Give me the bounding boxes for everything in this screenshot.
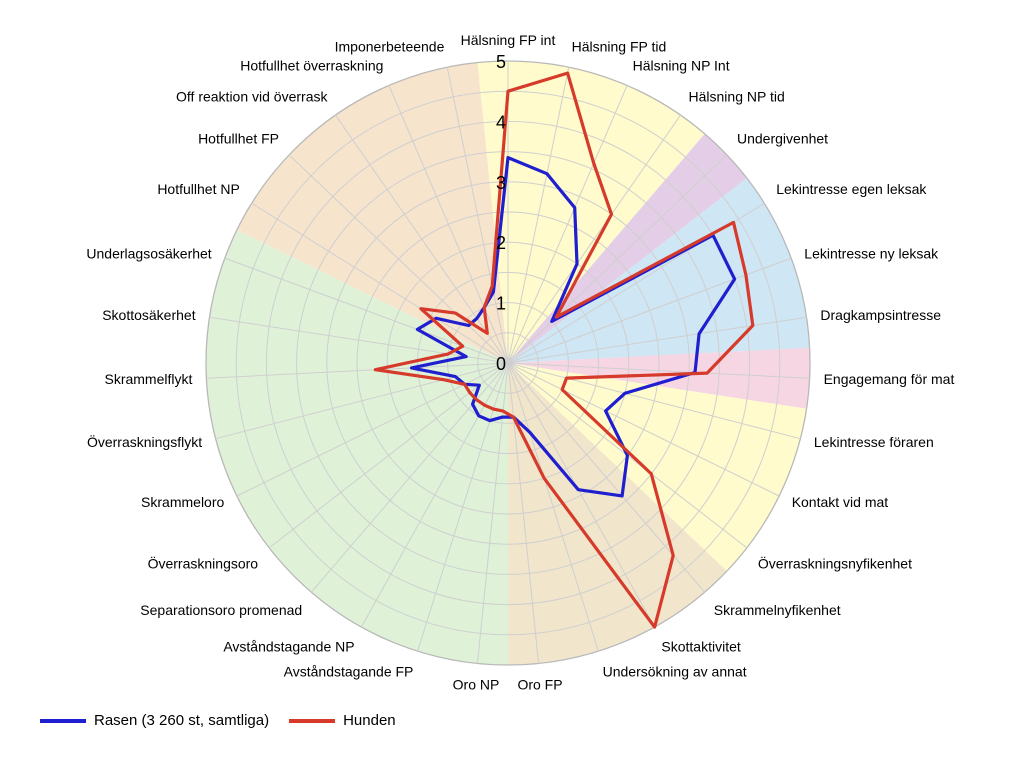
- grid-spoke: [507, 85, 628, 364]
- legend-swatch-hunden: [289, 718, 336, 723]
- axis-label: Skrammelnyfikenhet: [714, 602, 841, 618]
- axis-label: Oro FP: [517, 676, 562, 692]
- sector-5: [508, 363, 727, 665]
- tick-labels: 0 1 2 3 4 5: [496, 52, 506, 374]
- axis-label: Separationsoro promenad: [140, 602, 302, 618]
- tick-label: 4: [496, 112, 506, 132]
- axis-label: Hälsning NP tid: [689, 89, 785, 105]
- sector-0: [477, 61, 705, 364]
- axis-label: Hälsning FP int: [461, 32, 556, 48]
- axis-label: Skottosäkerhet: [102, 307, 195, 323]
- sector-3: [508, 347, 810, 409]
- axis-label: Överraskningsnyfikenhet: [758, 554, 912, 571]
- grid-spoke: [417, 362, 509, 652]
- axis-label: Oro NP: [453, 676, 500, 692]
- axis-label: Hotfullhet NP: [157, 181, 239, 197]
- axis-label: Hotfullhet överraskning: [240, 58, 383, 74]
- legend-item-rasen[interactable]: Rasen (3 260 st, samtliga): [40, 712, 269, 729]
- sector-7: [236, 62, 508, 363]
- grid-spoke: [476, 362, 509, 664]
- grid-spoke: [507, 362, 801, 440]
- grid-spoke: [507, 362, 810, 379]
- grid-spoke: [507, 362, 780, 497]
- grid-spoke: [251, 202, 509, 364]
- tick-label: 2: [496, 233, 506, 253]
- tick-label: 0: [496, 354, 506, 374]
- grid-spoke: [507, 257, 792, 364]
- tick-label: 3: [496, 173, 506, 193]
- axis-label: Undergivenhet: [737, 130, 828, 146]
- axis-label: Lekintresse egen leksak: [776, 181, 927, 197]
- grid-spoke: [507, 114, 681, 364]
- legend-label-hunden: Hunden: [343, 712, 396, 729]
- axis-label: Skottaktivitet: [661, 638, 740, 654]
- axis-labels: Hälsning FP int Hälsning FP tid Hälsning N…: [86, 32, 954, 692]
- axis-label: Lekintresse föraren: [814, 434, 934, 450]
- grid-spoke: [288, 154, 509, 364]
- legend-swatch-rasen: [40, 718, 86, 723]
- grid-spoke: [507, 362, 540, 664]
- grid-spoke: [268, 362, 509, 549]
- grid-spoke: [361, 362, 509, 628]
- tick-label: 1: [496, 294, 506, 314]
- axis-label: Lekintresse ny leksak: [804, 245, 939, 261]
- axis-label: Engagemang för mat: [824, 371, 955, 387]
- grid-spoke: [388, 85, 509, 364]
- axis-label: Underlagsosäkerhet: [86, 245, 211, 261]
- axis-label: Överraskningsoro: [148, 554, 259, 571]
- grid-spoke: [507, 316, 807, 364]
- tick-label: 5: [496, 52, 506, 72]
- series-line-1: [373, 71, 755, 629]
- series-lines: [373, 71, 755, 629]
- axis-label: Dragkampsintresse: [820, 307, 941, 323]
- grid-spoke: [446, 67, 509, 364]
- grid-spoke: [215, 362, 509, 440]
- axis-label: Imponerbeteende: [335, 39, 445, 55]
- axis-label: Hälsning NP Int: [633, 58, 730, 74]
- legend-item-hunden[interactable]: Hunden: [289, 712, 396, 729]
- axis-label: Skrammelflykt: [104, 371, 192, 387]
- axis-label: Avståndstagande NP: [223, 638, 354, 654]
- axis-label: Hälsning FP tid: [572, 39, 667, 55]
- axis-label: Överraskningsflykt: [87, 433, 202, 450]
- legend: Rasen (3 260 st, samtliga) Hunden: [40, 712, 396, 729]
- legend-label-rasen: Rasen (3 260 st, samtliga): [94, 712, 270, 729]
- axis-label: Off reaktion vid överrask: [176, 89, 328, 105]
- grid-spoke: [206, 362, 509, 379]
- axis-label: Hotfullhet FP: [198, 130, 279, 146]
- grid-spoke: [507, 67, 570, 364]
- grid-spoke: [507, 362, 655, 628]
- axis-label: Kontakt vid mat: [792, 494, 889, 510]
- grid-spoke: [209, 316, 509, 364]
- grid-spoke: [335, 114, 509, 364]
- axis-label: Avståndstagande FP: [284, 664, 414, 680]
- axis-label: Undersökning av annat: [603, 664, 747, 680]
- grid-spoke: [507, 154, 728, 364]
- axis-label: Skrammeloro: [141, 494, 224, 510]
- grid-spoke: [507, 362, 599, 652]
